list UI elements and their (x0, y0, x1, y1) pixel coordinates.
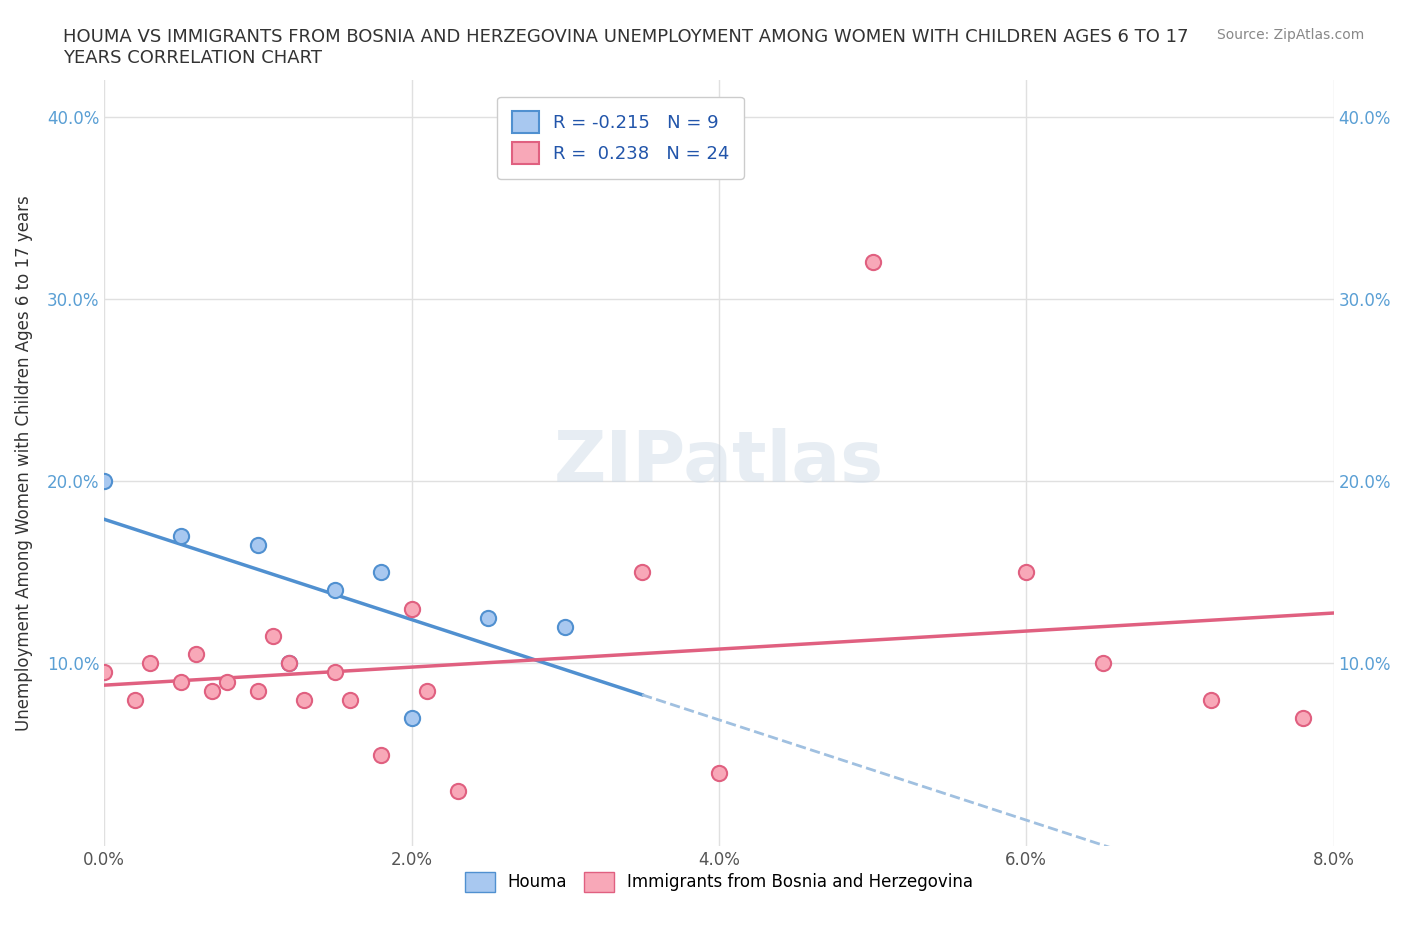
Point (93, 473, 115, 488)
Point (217, 674, 239, 689)
Point (323, 665, 346, 680)
Point (246, 684, 269, 698)
Point (1292, 711, 1315, 725)
Point (170, 674, 193, 689)
Point (370, 565, 392, 579)
Point (447, 783, 470, 798)
Point (1015, 565, 1038, 579)
Text: Source: ZipAtlas.com: Source: ZipAtlas.com (1216, 28, 1364, 42)
Point (707, 765, 730, 780)
Point (93, 665, 115, 680)
Point (277, 656, 299, 671)
Point (401, 602, 423, 617)
Point (477, 610, 499, 625)
Point (631, 565, 654, 579)
Point (370, 747, 392, 762)
Point (246, 538, 269, 552)
Point (170, 528, 193, 543)
Point (201, 684, 224, 698)
Point (186, 646, 208, 661)
Point (339, 692, 361, 707)
Point (416, 684, 439, 698)
Point (323, 583, 346, 598)
Point (401, 711, 423, 725)
Text: ZIPatlas: ZIPatlas (554, 429, 884, 498)
Point (292, 692, 315, 707)
Point (1199, 692, 1222, 707)
Point (139, 656, 162, 671)
Point (862, 255, 884, 270)
Text: HOUMA VS IMMIGRANTS FROM BOSNIA AND HERZEGOVINA UNEMPLOYMENT AMONG WOMEN WITH CH: HOUMA VS IMMIGRANTS FROM BOSNIA AND HERZ… (63, 28, 1188, 67)
Point (262, 629, 284, 644)
Point (124, 692, 146, 707)
Point (277, 656, 299, 671)
Point (1092, 656, 1115, 671)
Legend: R = -0.215   N = 9, R =  0.238   N = 24: R = -0.215 N = 9, R = 0.238 N = 24 (498, 97, 744, 179)
Point (554, 619, 576, 634)
Y-axis label: Unemployment Among Women with Children Ages 6 to 17 years: Unemployment Among Women with Children A… (15, 195, 32, 731)
